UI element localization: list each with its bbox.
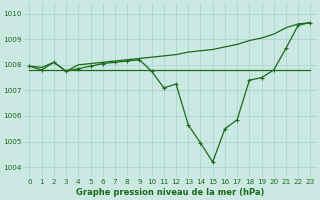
X-axis label: Graphe pression niveau de la mer (hPa): Graphe pression niveau de la mer (hPa) xyxy=(76,188,264,197)
